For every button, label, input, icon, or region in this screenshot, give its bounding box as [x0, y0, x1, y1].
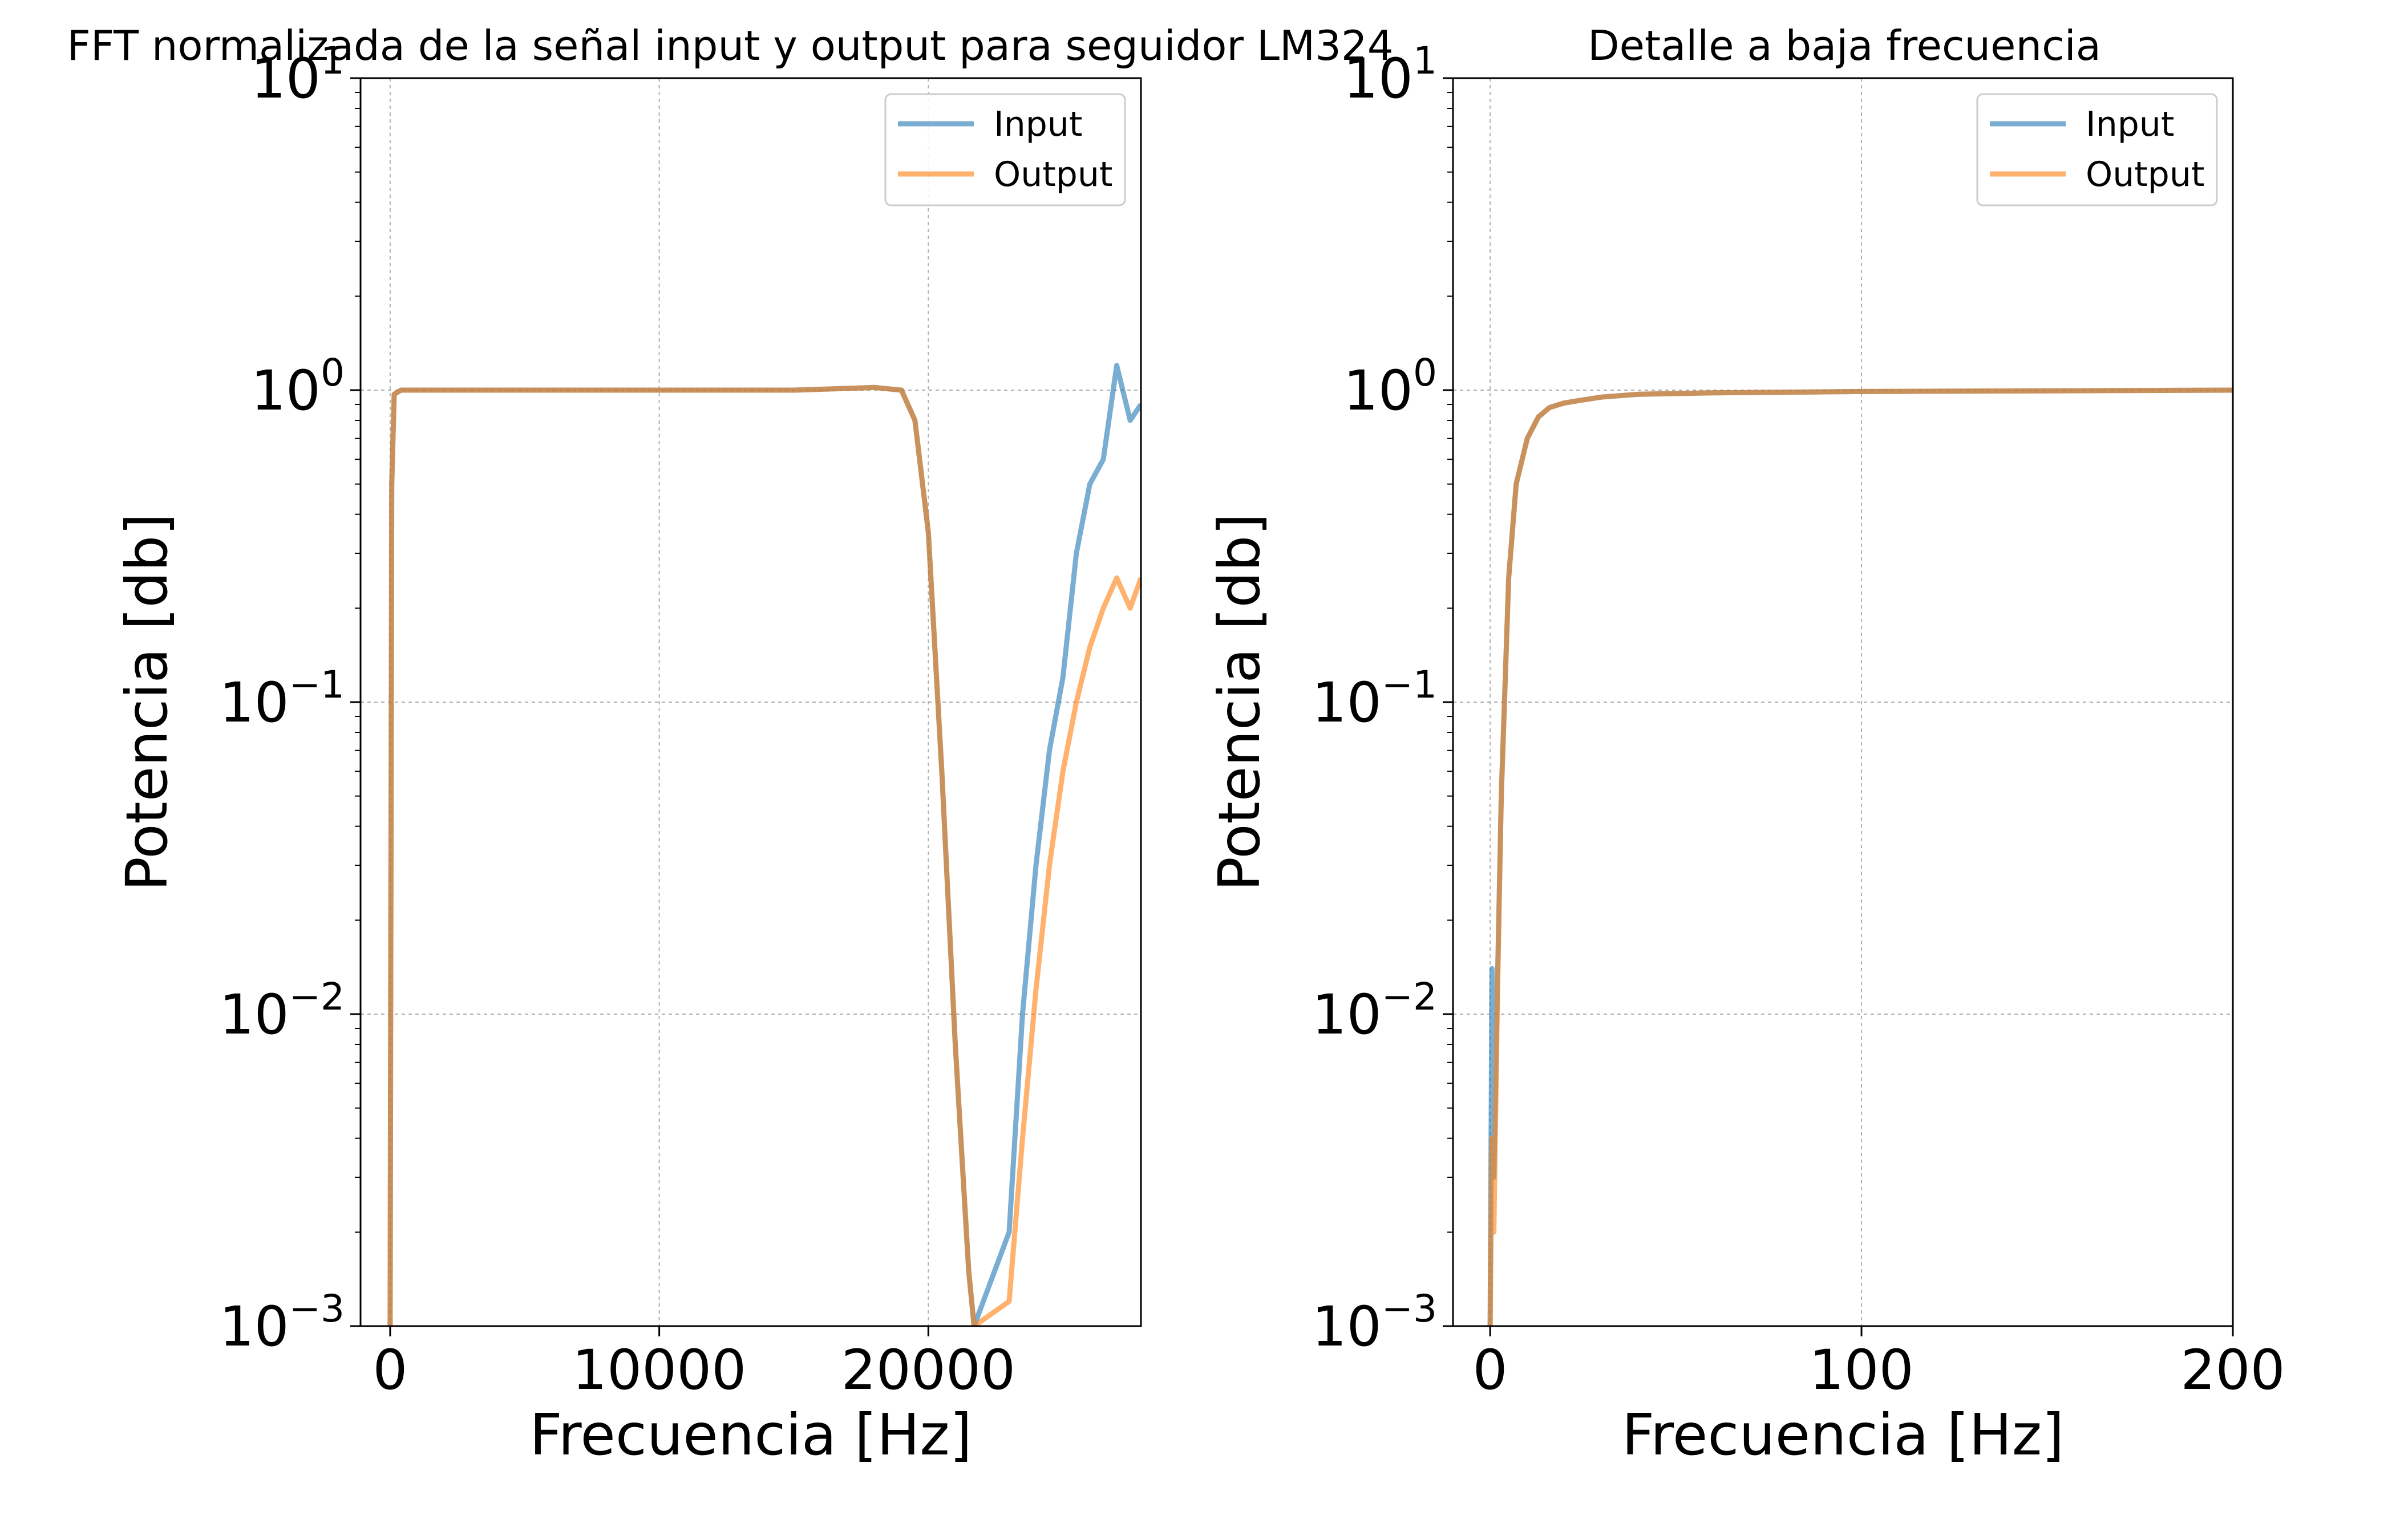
y-tick-label: 10−2	[1312, 975, 1437, 1047]
y-tick-label: 10−3	[220, 1287, 345, 1359]
y-axis-label: Potencia [db]	[114, 513, 180, 891]
y-axis-label: Potencia [db]	[1206, 513, 1273, 891]
series-line-output	[1487, 387, 2233, 1326]
legend: Input Output	[884, 93, 1126, 206]
y-tick-label: 10−1	[1312, 663, 1437, 735]
legend-label-input: Input	[2086, 104, 2174, 144]
x-axis-label: Frecuencia [Hz]	[1622, 1401, 2065, 1468]
legend: Input Output	[1976, 93, 2218, 206]
legend-label-output: Output	[2086, 155, 2204, 194]
y-tick-label: 100	[251, 351, 345, 423]
legend-label-input: Input	[994, 104, 1082, 144]
x-tick-label: 100	[1809, 1338, 1913, 1402]
x-tick-label: 0	[373, 1338, 407, 1402]
x-tick-label: 10000	[572, 1338, 746, 1402]
legend-label-output: Output	[994, 155, 1112, 194]
series-line-output	[387, 384, 1141, 1326]
y-tick-label: 10−1	[220, 663, 345, 735]
x-axis-label: Frecuencia [Hz]	[529, 1401, 972, 1468]
y-tick-label: 100	[1343, 351, 1437, 423]
series-line-input	[387, 363, 1141, 1326]
x-tick-label: 20000	[841, 1338, 1015, 1402]
chart-title: FFT normalizada de la señal input y outp…	[67, 22, 1393, 70]
chart-panel-right: 0 100 200 10−3 10−2 10−1 100 101 Frecuencia [Hz]…	[1206, 22, 2285, 1468]
x-tick-label: 200	[2180, 1338, 2285, 1402]
grid	[1453, 78, 2233, 1327]
y-tick-label: 101	[1343, 39, 1437, 111]
y-tick-label: 10−3	[1312, 1287, 1437, 1359]
chart-panel-left: 0 10000 20000 10−3 10−2 10−1 100 101 Frecuencia …	[67, 22, 1393, 1468]
y-tick-label: 10−2	[220, 975, 345, 1047]
y-tick-label: 101	[251, 39, 345, 111]
chart-title: Detalle a baja frecuencia	[1588, 22, 2101, 70]
x-tick-label: 0	[1473, 1338, 1508, 1402]
